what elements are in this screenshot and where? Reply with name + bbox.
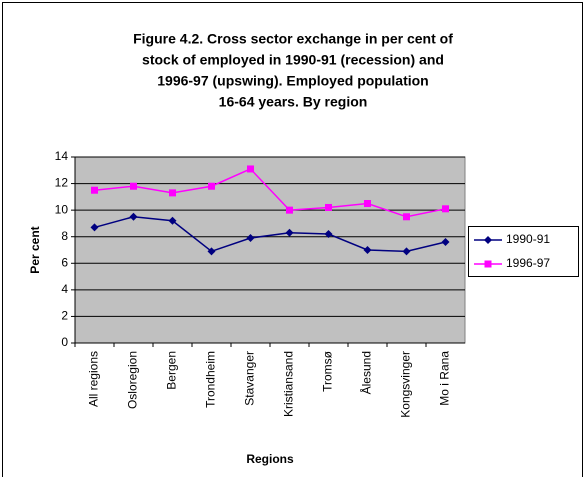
y-tick-label: 0 — [61, 335, 68, 349]
y-tick-label: 8 — [61, 229, 68, 243]
data-point — [442, 205, 449, 213]
data-point — [130, 182, 137, 190]
data-point — [286, 206, 293, 214]
x-tick-label: Tromsø — [321, 350, 335, 392]
y-tick-label: 12 — [55, 176, 69, 190]
data-point — [324, 230, 333, 239]
data-point — [129, 212, 138, 221]
data-point — [208, 182, 215, 190]
y-tick-label: 14 — [55, 149, 69, 163]
y-tick-label: 10 — [55, 202, 69, 216]
y-tick-label: 4 — [61, 282, 68, 296]
x-tick-label: Mo i Rana — [438, 351, 452, 406]
series-line — [94, 168, 446, 218]
chart-title: Figure 4.2. Cross sector exchange in per… — [133, 31, 453, 47]
legend-marker — [484, 260, 492, 268]
data-point — [168, 216, 177, 225]
data-point — [441, 238, 450, 247]
data-point — [285, 228, 294, 237]
data-point — [90, 223, 99, 232]
chart-title: 1996-97 (upswing). Employed population — [157, 73, 428, 89]
x-tick-label: Kongsvinger — [399, 351, 413, 418]
y-tick-label: 2 — [61, 309, 68, 323]
legend-marker — [484, 236, 492, 244]
x-tick-label: Trondheim — [204, 351, 218, 408]
data-point — [246, 234, 255, 243]
x-tick-label: Ålesund — [359, 351, 374, 394]
data-point — [364, 200, 371, 207]
data-point — [402, 247, 411, 256]
data-point — [325, 203, 332, 211]
series-line — [94, 216, 446, 253]
x-tick-label: Bergen — [165, 351, 179, 390]
legend-box — [468, 226, 579, 277]
data-point — [247, 165, 254, 173]
data-point — [363, 246, 372, 254]
chart-title: stock of employed in 1990-91 (recession)… — [142, 52, 444, 68]
data-point — [169, 189, 176, 197]
legend-label: 1990-91 — [506, 232, 550, 246]
x-axis-title: Regions — [246, 452, 294, 466]
data-point — [207, 247, 216, 256]
legend-label: 1996-97 — [506, 256, 550, 270]
x-tick-label: Kristiansand — [282, 351, 296, 417]
y-axis-title: Per cent — [28, 226, 42, 273]
x-tick-label: Osloregion — [126, 351, 140, 409]
x-tick-label: Stavanger — [243, 351, 257, 406]
data-point — [403, 213, 410, 221]
x-tick-label: All regions — [87, 351, 101, 407]
data-point — [91, 186, 98, 194]
chart-title: 16-64 years. By region — [219, 94, 368, 110]
y-tick-label: 6 — [61, 255, 68, 269]
